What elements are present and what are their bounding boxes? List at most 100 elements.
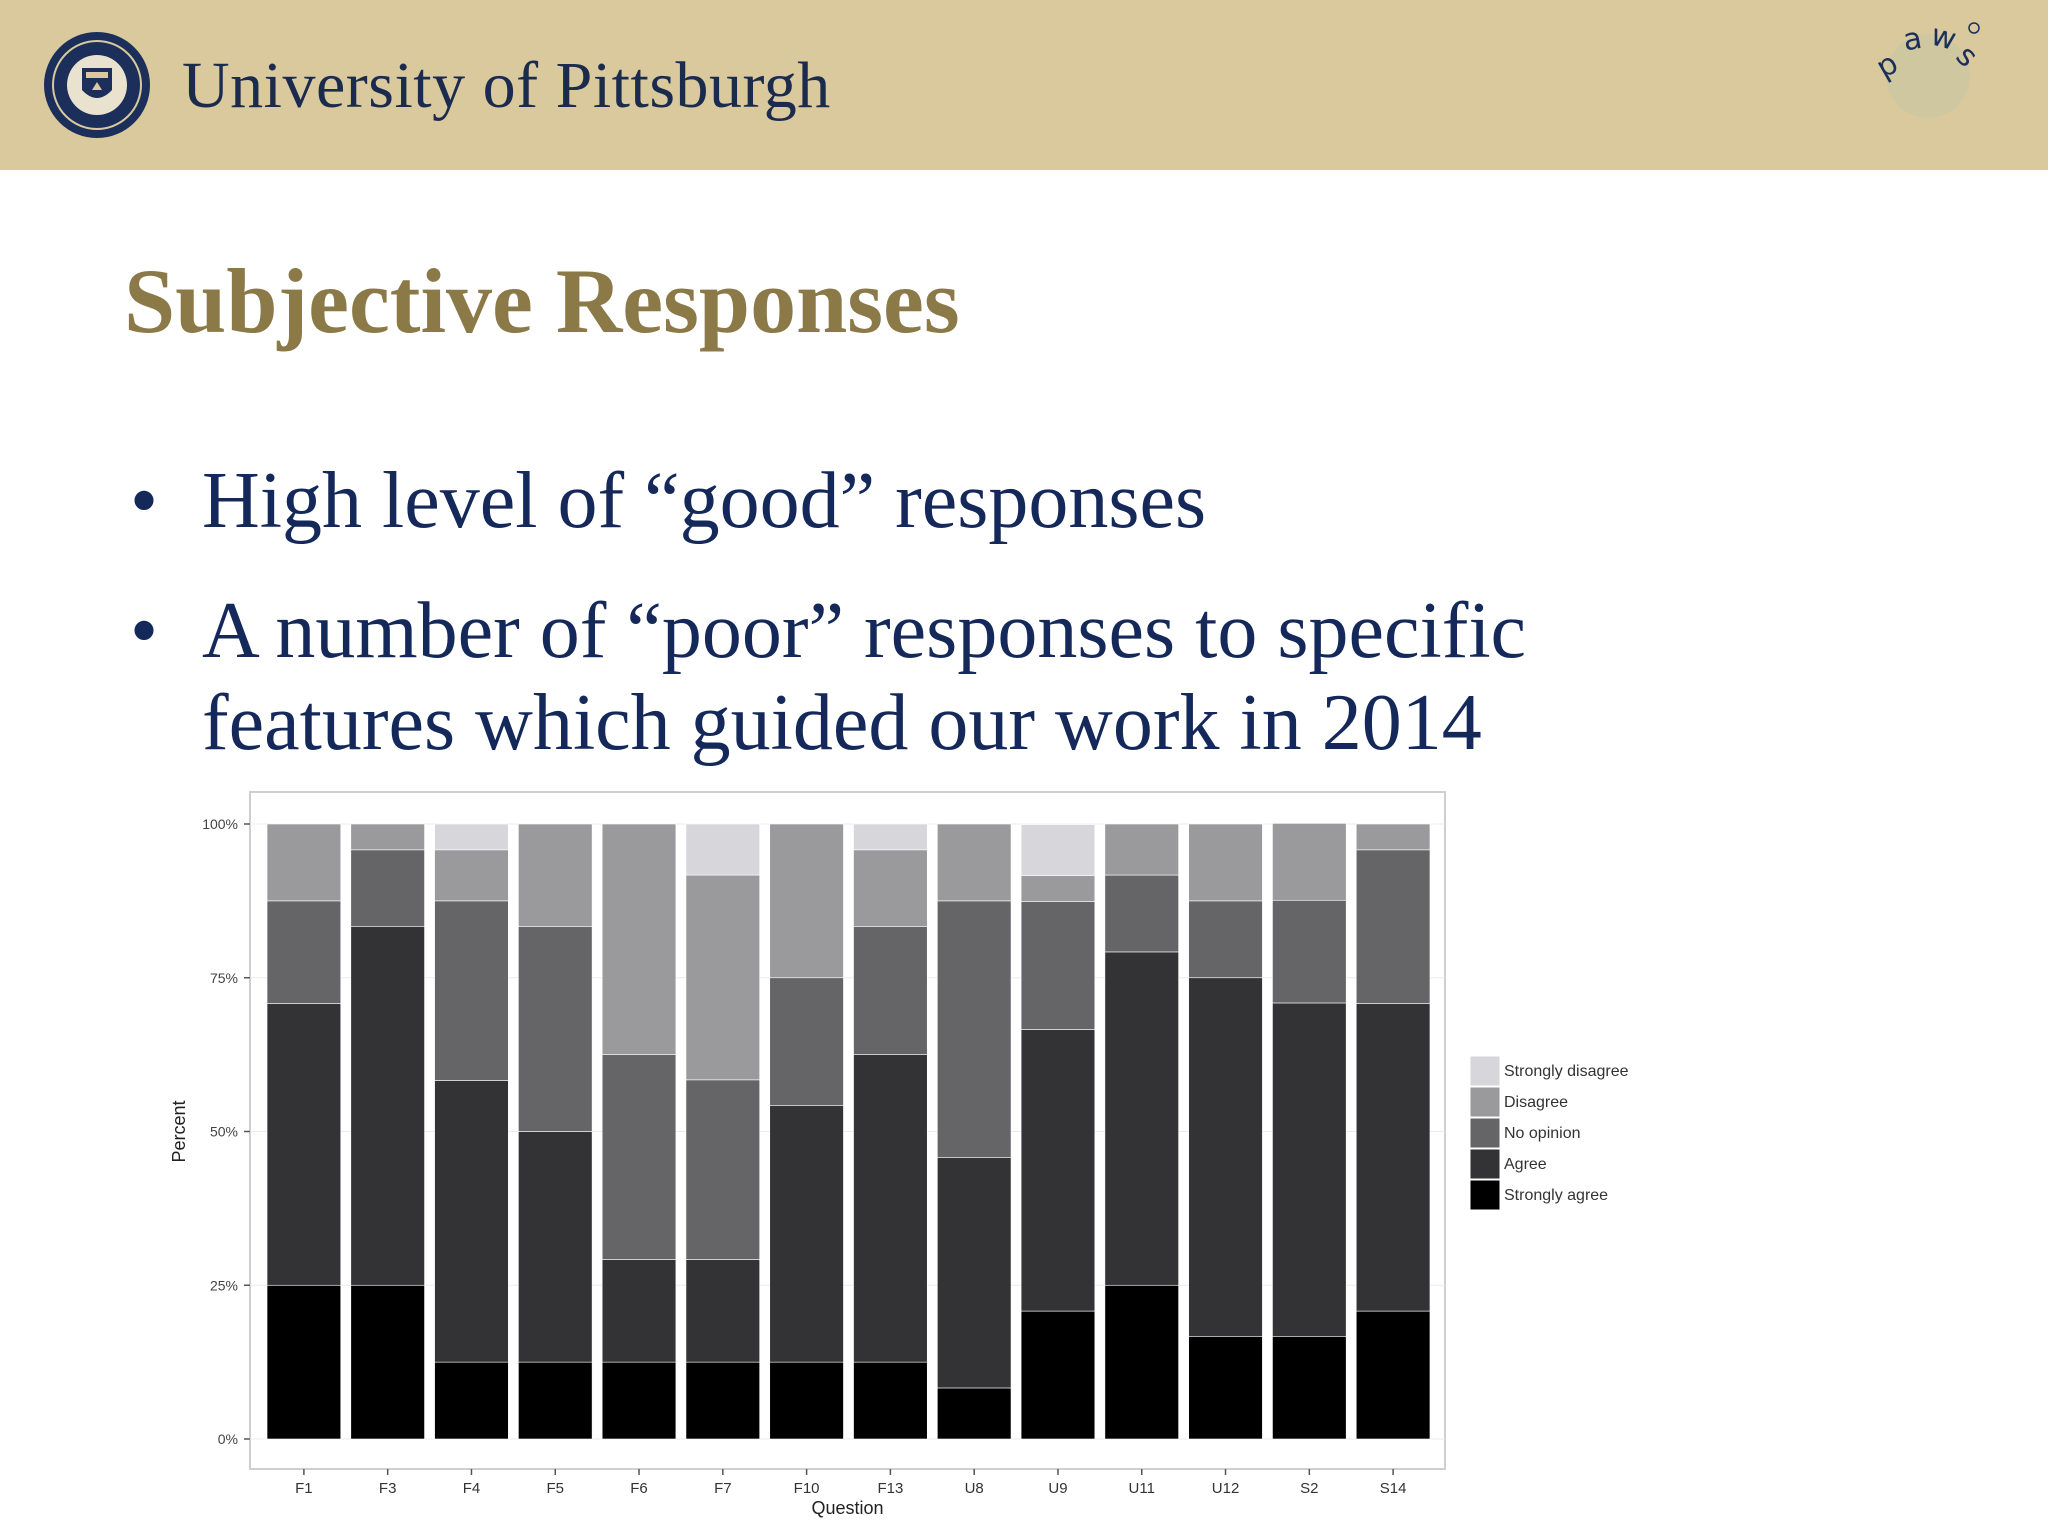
bullet-marker: • [130,457,159,545]
y-tick-label: 75% [210,970,238,986]
y-tick-label: 0% [218,1431,238,1447]
x-tick-label: U11 [1129,1480,1155,1497]
bar-segment [853,849,928,928]
bar-segment [1355,823,1431,851]
university-seal-icon [44,32,150,138]
bar-segment [266,1003,342,1286]
x-tick-label: F7 [714,1480,732,1497]
bar-segment [853,1054,928,1363]
bar-segment [853,1361,928,1440]
legend-label: Disagree [1504,1094,1568,1111]
y-axis-label: Percent [169,1100,189,1162]
legend-swatch [1469,1086,1501,1118]
bar-segment [266,1284,342,1440]
bar-segment [1020,824,1096,876]
x-tick-label: F13 [877,1480,903,1497]
bar-segment [937,900,1012,1158]
x-tick-label: F10 [794,1480,820,1497]
y-tick-label: 50% [210,1124,238,1140]
bar-segment [1272,823,1347,901]
legend-label: No opinion [1504,1125,1581,1142]
paws-logo-icon: p a w s [1870,18,1985,118]
legend-swatch [1469,1179,1501,1211]
bar-segment [1188,1335,1263,1440]
x-tick-label: S14 [1380,1480,1407,1497]
bar-segment [350,823,425,851]
x-tick-label: S2 [1300,1480,1318,1497]
bar-segment [1272,899,1347,1004]
bullet-marker: • [130,587,159,675]
plot-panel-border [249,791,1446,1470]
stacked-bar-chart: 0% 25% 50% 75% 100% F1 F3 F4 F5 F6 F7 F10 F13 U8 U9 U11… [130,780,1670,1520]
bar-segment [1355,849,1431,1004]
university-name: University of Pittsburgh [182,49,831,122]
bar-segment [1355,1003,1431,1312]
legend-label: Agree [1504,1156,1547,1173]
bar-segment [434,823,509,851]
bar-segment [1020,901,1096,1030]
chart-svg: 0% 25% 50% 75% 100% F1 F3 F4 F5 F6 F7 F10 F13 U8 U9 U11… [169,791,1629,1518]
bar-segment [769,1105,844,1363]
x-tick-label: F5 [546,1480,564,1497]
legend-swatch [1469,1117,1501,1149]
legend-label: Strongly disagree [1504,1063,1629,1080]
bar-segment [601,1259,677,1363]
bar-segment [266,823,342,902]
legend-swatch [1469,1055,1501,1087]
bar-segment [350,926,425,1286]
bar-segment [266,900,342,1004]
bar-segment [685,1079,760,1260]
bar-segment [350,1284,425,1440]
bar-segment [1020,875,1096,902]
bar-segment [601,823,677,1055]
bar-segment [769,977,844,1106]
header-banner: University of Pittsburgh p a w s [0,0,2048,170]
bar-segment [434,1080,509,1363]
bar-segment [685,1361,760,1440]
bar-segment [1104,874,1179,953]
bar-segment [1020,1310,1096,1440]
legend-swatch [1469,1148,1501,1180]
bullet-list: • High level of “good” responses • A num… [124,455,1744,807]
bar-segment [518,926,593,1132]
bar-segment [1272,1335,1347,1440]
x-tick-label: F1 [295,1480,313,1497]
bar-segment [1355,1310,1431,1440]
bullet-text: High level of “good” responses [202,457,1207,545]
bar-segment [1188,823,1263,902]
bar-segment [769,823,844,979]
bar-segment [937,1387,1012,1440]
y-tick-label: 100% [202,816,238,832]
x-tick-label: F3 [379,1480,397,1497]
y-tick-label: 25% [210,1277,238,1293]
bar-segment [434,1361,509,1440]
bar-segment [1188,900,1263,979]
bar-segment [769,1361,844,1440]
bullet-item: • High level of “good” responses [124,455,1744,547]
x-tick-label: F4 [463,1480,481,1497]
bar-segment [601,1361,677,1440]
bar-segment [685,1259,760,1363]
bar-segment [1104,1284,1179,1440]
bar-segment [518,1361,593,1440]
x-tick-label: U8 [965,1480,984,1497]
bar-segment [1272,1002,1347,1337]
bullet-item: • A number of “poor” responses to specif… [124,585,1744,769]
slide-title: Subjective Responses [124,250,960,352]
bar-segment [434,900,509,1081]
bar-segment [518,1131,593,1363]
bar-segment [1104,823,1179,876]
bar-segment [518,823,593,928]
bar-segment [853,823,928,851]
x-tick-label: U9 [1048,1480,1067,1497]
legend-label: Strongly agree [1504,1187,1608,1204]
x-axis-label: Question [811,1498,883,1518]
bar-segment [1188,977,1263,1337]
bar-segment [685,874,760,1081]
bar-segment [937,823,1012,902]
bullet-text: A number of “poor” responses to specific… [202,587,1527,767]
bar-segment [350,849,425,928]
bar-segment [1020,1029,1096,1312]
bar-segment [853,926,928,1055]
bar-segment [937,1157,1012,1389]
